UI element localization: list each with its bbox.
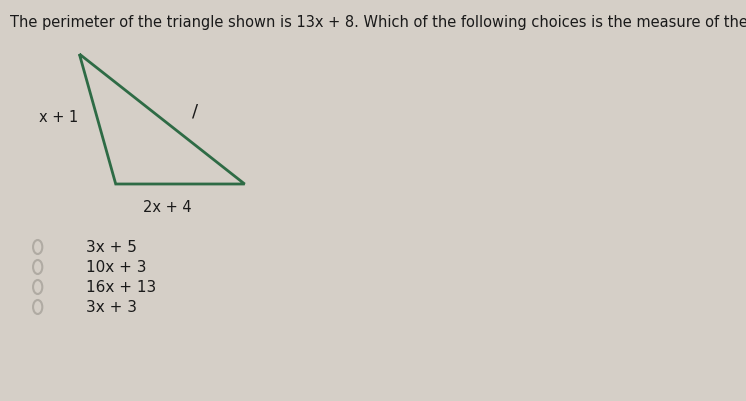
Text: 10x + 3: 10x + 3 [86,260,146,275]
Text: 3x + 3: 3x + 3 [86,300,137,315]
Text: /: / [192,103,198,121]
Text: The perimeter of the triangle shown is 13x + 8. Which of the following choices i: The perimeter of the triangle shown is 1… [10,15,746,30]
Text: 16x + 13: 16x + 13 [86,280,156,295]
Text: x + 1: x + 1 [39,110,78,125]
Text: 3x + 5: 3x + 5 [86,240,137,255]
Text: 2x + 4: 2x + 4 [143,200,192,215]
